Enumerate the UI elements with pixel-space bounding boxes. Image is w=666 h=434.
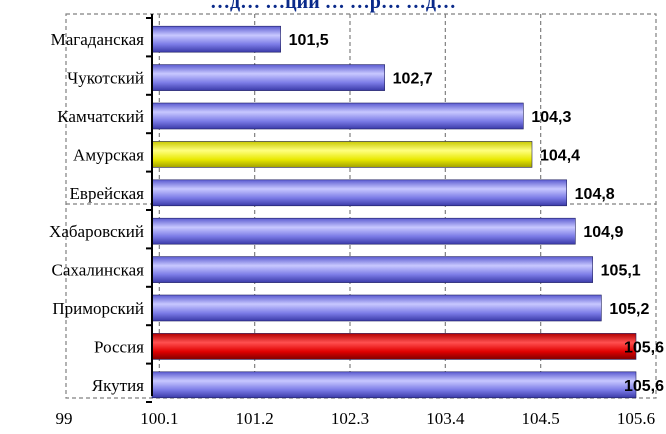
x-tick-label: 103.4 bbox=[426, 409, 465, 428]
data-label: 102,7 bbox=[393, 71, 433, 88]
category-label: Амурская bbox=[73, 145, 144, 164]
data-label: 104,3 bbox=[531, 109, 571, 126]
data-label: 105,6 bbox=[624, 339, 664, 356]
category-label: Якутия bbox=[92, 376, 144, 395]
bar bbox=[151, 217, 576, 245]
data-label: 101,5 bbox=[289, 32, 329, 49]
bar bbox=[151, 294, 602, 322]
bar bbox=[151, 333, 637, 360]
category-label: Сахалинская bbox=[52, 261, 145, 280]
category-label: Еврейская bbox=[70, 184, 145, 203]
data-label: 104,4 bbox=[540, 147, 580, 164]
bar bbox=[151, 102, 524, 130]
x-tick-label: 101.2 bbox=[236, 409, 274, 428]
bar bbox=[151, 371, 637, 399]
x-tick-label: 105.6 bbox=[617, 409, 655, 428]
data-label: 105,1 bbox=[601, 263, 641, 280]
category-label: Камчатский bbox=[57, 107, 144, 126]
category-label: Россия bbox=[94, 337, 144, 356]
x-tick-label: 99 bbox=[56, 409, 73, 428]
data-label: 105,6 bbox=[624, 378, 664, 395]
category-label: Чукотский bbox=[67, 69, 144, 88]
y-axis bbox=[146, 14, 153, 403]
data-label: 104,9 bbox=[583, 224, 623, 241]
bars bbox=[151, 25, 637, 399]
labels: 99 100.1 101.2 102.3 103.4 104.5 105.6 Магаданс… bbox=[49, 30, 664, 428]
category-label: Приморский bbox=[52, 299, 144, 318]
bar bbox=[151, 141, 533, 168]
bar bbox=[151, 256, 593, 283]
chart-title-fragment: …д… …ции … …р… …д… bbox=[210, 0, 456, 13]
category-label: Магаданская bbox=[51, 30, 145, 49]
category-label: Хабаровский bbox=[49, 222, 144, 241]
bar bbox=[151, 25, 281, 53]
x-tick-label: 102.3 bbox=[331, 409, 369, 428]
data-label: 104,8 bbox=[575, 186, 615, 203]
bar bbox=[151, 64, 385, 91]
bar bbox=[151, 179, 567, 207]
x-tick-label: 100.1 bbox=[140, 409, 178, 428]
x-tick-label: 104.5 bbox=[522, 409, 560, 428]
data-label: 105,2 bbox=[609, 301, 649, 318]
